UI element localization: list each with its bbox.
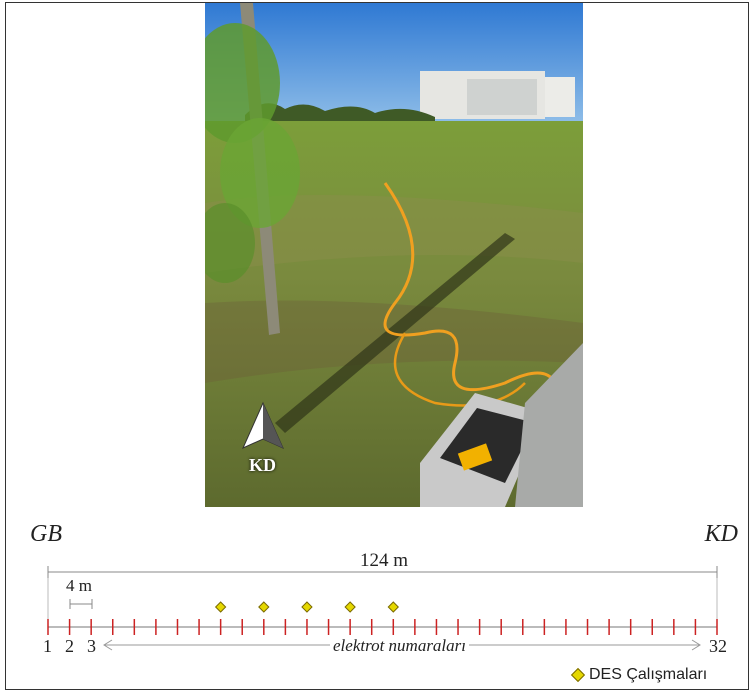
spacing-label: 4 m: [66, 576, 92, 595]
legend-label: DES Çalışmaları: [589, 666, 708, 683]
electrode-number-32: 32: [709, 636, 727, 656]
direction-gb: GB: [30, 521, 62, 547]
des-marker-17: [387, 601, 399, 613]
caption-arrow-right-head: [691, 639, 701, 651]
des-marker-11: [258, 601, 270, 613]
case-lid: [515, 343, 583, 507]
direction-kd: KD: [704, 521, 738, 547]
des-marker-icon: [570, 667, 586, 682]
electrode-number-2: 2: [65, 636, 74, 656]
electrode-number-3: 3: [87, 636, 96, 656]
des-marker-9: [214, 601, 227, 613]
des-marker-15: [344, 601, 356, 613]
electrode-caption: elektrot numaraları: [330, 636, 469, 656]
total-length-label: 124 m: [360, 550, 409, 571]
legend: DES Çalışmaları: [570, 666, 708, 684]
caption-arrow-left-head: [103, 639, 113, 651]
electrode-number-1: 1: [43, 636, 52, 656]
cable: [383, 182, 557, 392]
photo-direction-label: KD: [249, 455, 276, 475]
des-marker-13: [301, 601, 313, 613]
field-photo: [205, 3, 583, 507]
